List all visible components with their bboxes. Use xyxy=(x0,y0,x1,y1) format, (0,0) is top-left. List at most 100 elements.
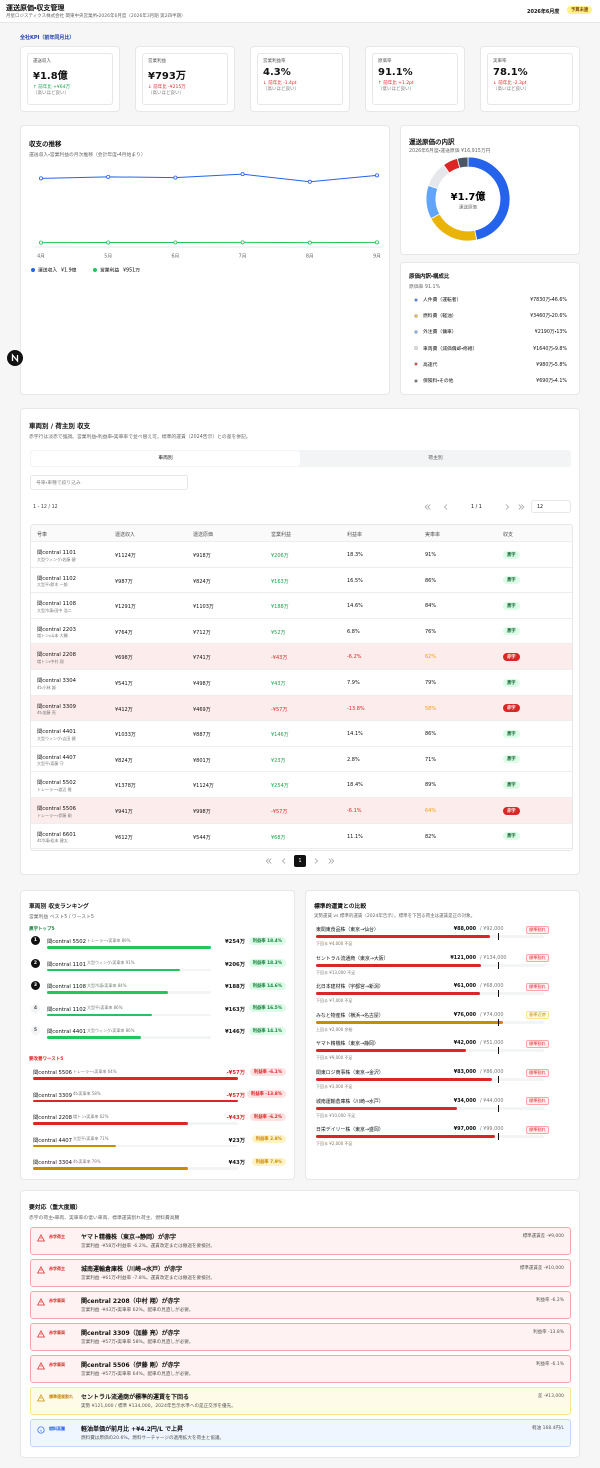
benchmark-description: 実勢運賃 vs 標準的運賃（2024年告示）。標準を下回る荷主は運賃是正の対象。 xyxy=(314,914,476,919)
rank-margin: 利益率 18.4% xyxy=(248,936,286,945)
kpi-change: ↓ 前年比 -2.3pt xyxy=(493,81,527,86)
alert-tag: 赤字車両 xyxy=(49,1330,65,1335)
pager-button[interactable] xyxy=(442,503,450,511)
column-header[interactable]: 営業利益 xyxy=(271,532,292,538)
standard-marker xyxy=(498,961,500,969)
kpi-card: 実車率 78.1% ↓ 前年比 -2.3pt （高いほど良い） xyxy=(480,46,580,112)
kpi-box: 原価率 91.1% ↑ 前年比 +1.2pt （低いほど良い） xyxy=(372,53,458,105)
column-header[interactable]: 運送原価 xyxy=(193,532,214,538)
alert-tag: 赤字荷主 xyxy=(49,1266,65,1271)
dev-indicator[interactable] xyxy=(7,350,23,366)
cell-margin: 18.3% xyxy=(347,552,363,558)
kpi-note: （高いほど良い） xyxy=(493,87,529,92)
data-point xyxy=(307,179,312,184)
rank-margin: 利益率 14.1% xyxy=(248,1026,286,1035)
donut-segment xyxy=(430,213,478,242)
alert-metric: 標準運賃差 -¥9,000 xyxy=(522,1234,564,1239)
ranking-subtitle: 営業利益 ベスト5 / ワースト5 xyxy=(29,915,94,920)
alert-icon xyxy=(37,1394,45,1402)
alert: 燃料高騰 軽油単価が前月比 +¥4.2円/L で上昇 燃料費は原価の20.6%。燃料… xyxy=(30,1419,571,1447)
kpi-change: ↓ 前年比 -¥215万 xyxy=(148,85,186,90)
kpi-note: （高いほど良い） xyxy=(33,91,69,96)
actual-bar xyxy=(316,1106,457,1110)
alert: 赤字車両 関central 3309（加藤 亮）が赤字 営業利益 -¥57万・実車率… xyxy=(30,1323,571,1351)
cell-cost: ¥801万 xyxy=(193,757,211,764)
rank-vehicle: 関central 1102 xyxy=(47,1006,86,1013)
rank-value: ¥23万 xyxy=(228,1137,245,1144)
pager-button[interactable] xyxy=(280,857,288,865)
alert-detail: 営業利益 -¥61万・利益率 -7.8%。運賃改定または撤退を要検討。 xyxy=(81,1276,215,1281)
vehicle-driver: 4t冷凍・松本 健太 xyxy=(37,838,68,844)
worst-title: 要改善ワースト5 xyxy=(29,1057,64,1062)
tab[interactable]: 荷主別 xyxy=(428,456,443,461)
cell-margin: 14.6% xyxy=(347,603,363,610)
cell-cost: ¥544万 xyxy=(193,834,211,841)
x-tick-label: 8月 xyxy=(306,254,314,260)
table-description: 赤字行は淡赤で強調。営業利益・利益率・実車率で並べ替え可。標準的運賃（2024告… xyxy=(29,435,251,440)
donut-center-label: 運送原価 xyxy=(459,204,477,211)
table-row: 関central 1101 大型ウィング・佐藤 健 ¥1124万 ¥918万 ¥206万… xyxy=(31,542,572,568)
status-badge: 予算未達 xyxy=(567,6,593,14)
cell-margin: -6.1% xyxy=(347,808,362,814)
cell-revenue: ¥1291万 xyxy=(115,604,136,611)
cell-margin: 11.1% xyxy=(347,833,363,840)
rank-detail: 大型ウィング・実車率 91% xyxy=(87,960,135,966)
standard-marker xyxy=(498,1104,500,1112)
rank-detail: トレーラー・実車率 64% xyxy=(73,1068,117,1074)
column-header[interactable]: 利益率 xyxy=(347,532,363,538)
cell-utilization: 58% xyxy=(425,705,437,712)
rank-margin: 利益率 16.5% xyxy=(248,1004,286,1012)
rank-value: -¥43万 xyxy=(226,1115,245,1121)
rank-vehicle: 関central 4401 xyxy=(47,1029,86,1035)
actual-fare: ¥61,000 xyxy=(453,983,476,990)
column-header[interactable]: 実車率 xyxy=(425,532,441,538)
tab[interactable]: 車両別 xyxy=(31,451,300,466)
rank-detail: 4t・実車率 58% xyxy=(73,1091,101,1097)
search-input[interactable]: 号車・車種で絞り込み xyxy=(30,475,188,490)
icon-shape xyxy=(37,1298,45,1306)
page-size-select[interactable]: 12 xyxy=(531,500,571,513)
cell-cost: ¥824万 xyxy=(193,578,211,585)
data-point xyxy=(106,240,111,245)
cell-utilization: 86% xyxy=(425,731,437,738)
cell-cost: ¥741万 xyxy=(193,655,211,662)
pager-button[interactable] xyxy=(327,857,335,865)
line-chart-card: 収支の推移 運送収入・営業利益の月次推移（会計年度・4月始まり） 4月 5月 6月 7月 8… xyxy=(20,125,390,395)
chevron xyxy=(314,858,318,864)
ranking-card: 車両別 収支ランキング 営業利益 ベスト5 / ワースト5 黒字トップ5 要改善ワース… xyxy=(20,890,295,1180)
alert-tag: 赤字車両 xyxy=(49,1362,65,1367)
breakdown-label: 車両費（減価償却・修繕） xyxy=(423,346,478,352)
rank-vehicle: 関central 5502 xyxy=(47,939,86,945)
cell-utilization: 89% xyxy=(425,782,437,789)
column-header[interactable]: 収支 xyxy=(503,532,514,538)
vehicle-table-card: 車両別 / 荷主別 収支 赤字行は淡赤で強調。営業利益・利益率・実車率で並べ替え可… xyxy=(20,408,580,875)
data-point xyxy=(307,240,312,245)
breakdown-value: ¥7830万・46.6% xyxy=(530,298,567,303)
column-header[interactable]: 号車 xyxy=(37,532,48,538)
alert: 赤字荷主 ヤマト精機株（東京→静岡）が赤字 営業利益 -¥58万・利益率 -6.2%… xyxy=(30,1227,571,1255)
pager-button[interactable] xyxy=(312,857,320,865)
pager-button[interactable] xyxy=(517,503,525,511)
kpi-box: 運送収入 ¥1.8億 ↑ 前年比 +¥64万 （高いほど良い） xyxy=(27,53,113,105)
pager-button[interactable] xyxy=(503,503,511,511)
fare-gap: 下回る ¥4,000 不足 xyxy=(316,941,353,946)
kpi-box: 営業利益率 4.3% ↓ 前年比 -1.4pt （高いほど良い） xyxy=(257,53,343,105)
cell-cost: ¥887万 xyxy=(193,732,211,739)
standard-marker xyxy=(498,1018,500,1026)
standard-fare: / ¥86,000 xyxy=(480,1069,504,1075)
cell-profit: -¥57万 xyxy=(271,706,288,713)
kpi-note: （高いほど良い） xyxy=(263,87,299,92)
pager-button[interactable] xyxy=(265,857,273,865)
kpi-change: ↑ 前年比 +¥64万 xyxy=(33,85,70,90)
vehicle-name: 関central 1108 xyxy=(37,601,76,608)
column-header[interactable]: 運送収入 xyxy=(115,532,136,538)
actual-bar xyxy=(316,935,491,938)
actual-bar xyxy=(316,1078,493,1081)
rank-value: ¥43万 xyxy=(228,1160,245,1166)
rank-number: 1 xyxy=(31,936,40,945)
pager-button[interactable] xyxy=(424,503,432,511)
vehicle-driver: 大型ウィング・佐藤 健 xyxy=(37,556,76,562)
shipper: 北日本建材株（宇都宮→新潟） xyxy=(316,984,384,991)
current-page[interactable]: 1 xyxy=(294,855,306,867)
